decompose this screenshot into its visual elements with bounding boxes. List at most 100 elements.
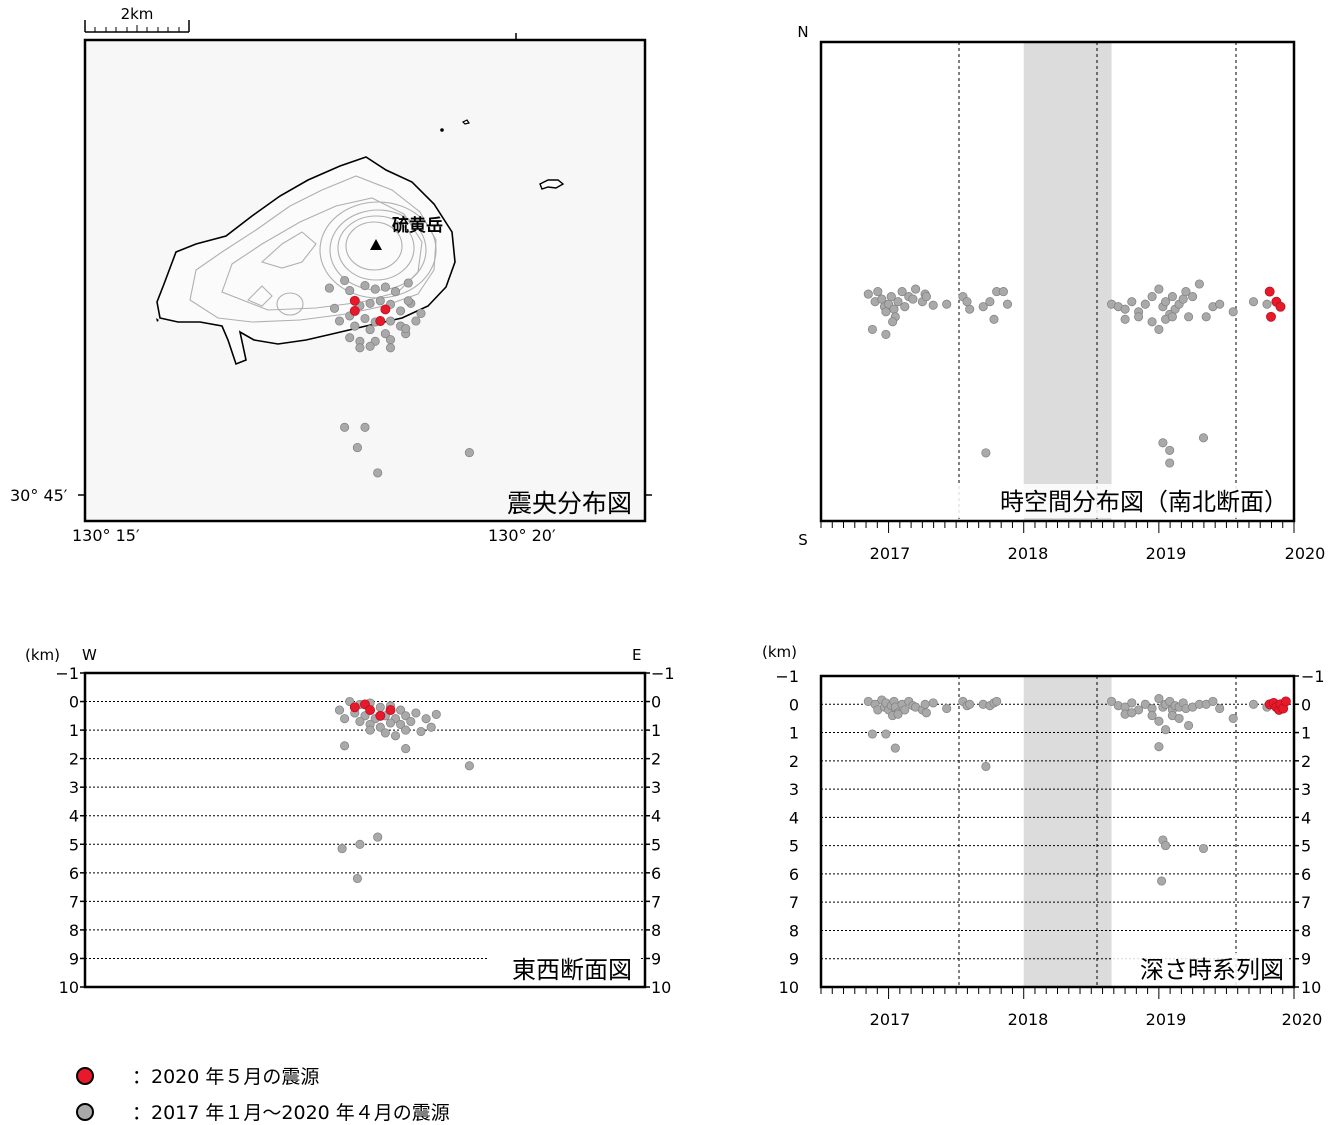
shaded-period <box>1023 42 1112 521</box>
hypocenter-2017-2020 <box>1134 312 1144 322</box>
hypocenter-2017-2020 <box>385 343 396 353</box>
hypocenter-2017-2020 <box>1201 312 1211 322</box>
hypocenter-2017-2020 <box>1154 716 1164 726</box>
depth-tick-label: 7 <box>789 893 799 912</box>
hypocenter-2017-2020 <box>352 873 362 884</box>
hypocenter-2017-2020 <box>340 275 350 286</box>
hypocenter-2017-2020 <box>329 303 340 313</box>
hypocenter-2017-2020 <box>365 298 375 308</box>
hypocenter-2017-2020 <box>360 281 370 291</box>
hypocenter-2017-2020 <box>396 705 406 715</box>
depth-time-hypocenters <box>863 694 1291 886</box>
hypocenter-2017-2020 <box>345 286 355 296</box>
hypocenter-2017-2020 <box>1184 312 1194 322</box>
depth-tick-label: 9 <box>1301 950 1311 969</box>
time-axis-ticks <box>820 987 1295 999</box>
depth-tick-label: 4 <box>651 807 661 826</box>
hypocenter-2017-2020 <box>1198 843 1209 854</box>
ew-section-panel: −1 −1 0 0 1 1 2 2 3 3 4 4 5 5 6 6 7 7 8 8 9 9 10 10 (km) W E 東西… <box>25 646 675 997</box>
legend-text: ：2017 年１月～2020 年４月の震源 <box>132 1102 450 1124</box>
islet <box>539 179 565 190</box>
hypocenter-2017-2020 <box>1188 292 1198 302</box>
hypocenter-2017-2020 <box>992 696 1002 706</box>
depth-axis-labels: −1 −1 0 0 1 1 2 2 3 3 4 4 5 5 6 6 7 7 8 8 9 9 10 10 <box>55 664 674 997</box>
hypocenter-2017-2020 <box>365 725 375 735</box>
hypocenter-2017-2020 <box>911 284 921 294</box>
ns-time-panel-title: 時空間分布図（南北断面） <box>1000 488 1288 516</box>
hypocenter-may-2020 <box>1275 301 1286 312</box>
hypocenter-2017-2020 <box>1161 297 1171 307</box>
hypocenter-2017-2020 <box>352 443 362 453</box>
unit-label: (km) <box>25 646 60 664</box>
hypocenter-2017-2020 <box>385 316 396 326</box>
islet <box>156 318 159 322</box>
depth-gridlines <box>821 703 1294 960</box>
hypocenter-2017-2020 <box>365 341 375 351</box>
depth-axis-labels: −1 −1 0 0 1 1 2 2 3 3 4 4 5 5 6 6 7 7 8 8 9 9 10 10 <box>775 667 1324 997</box>
scale-bar: 2km <box>84 5 190 33</box>
hypocenter-2017-2020 <box>873 287 883 297</box>
hypocenter-2017-2020 <box>464 448 474 458</box>
hypocenter-2017-2020 <box>1127 297 1137 307</box>
hypocenter-2017-2020 <box>401 324 411 334</box>
hypocenter-2017-2020 <box>881 329 891 339</box>
hypocenter-2017-2020 <box>962 297 972 307</box>
hypocenter-may-2020 <box>375 710 386 721</box>
year-divider-lines <box>958 42 1237 521</box>
year-tick-label: 2020 <box>1285 544 1326 563</box>
hypocenter-2017-2020 <box>355 839 365 849</box>
depth-tick-label: 6 <box>1301 865 1311 884</box>
hypocenter-may-2020 <box>365 705 376 716</box>
depth-tick-label: 6 <box>789 865 799 884</box>
hypocenter-may-2020 <box>1266 311 1276 322</box>
hypocenter-2017-2020 <box>881 729 891 739</box>
hypocenter-2017-2020 <box>1198 433 1209 443</box>
east-label: E <box>632 646 641 664</box>
hypocenter-2017-2020 <box>998 287 1008 297</box>
depth-tick-label: 4 <box>1301 808 1311 827</box>
hypocenter-2017-2020 <box>908 294 918 304</box>
depth-tick-label: 8 <box>789 921 799 940</box>
hypocenter-2017-2020 <box>373 468 383 478</box>
scale-label: 2km <box>121 5 154 23</box>
hypocenter-2017-2020 <box>350 321 360 331</box>
ew-section-panel-title: 東西断面図 <box>512 956 632 984</box>
depth-tick-label: 3 <box>69 778 79 797</box>
map-epicenters <box>324 275 474 478</box>
year-tick-label: 2017 <box>870 544 911 563</box>
depth-time-panel-title: 深さ時系列図 <box>1140 956 1284 984</box>
depth-tick-label: 0 <box>651 693 661 712</box>
hypocenter-2017-2020 <box>411 708 421 718</box>
depth-tick-label: 3 <box>789 780 799 799</box>
depth-tick-label: 5 <box>69 835 79 854</box>
hypocenter-2017-2020 <box>1147 292 1157 302</box>
depth-gridlines <box>85 701 645 959</box>
hypocenter-2017-2020 <box>900 302 910 312</box>
hypocenter-2017-2020 <box>928 698 938 708</box>
hypocenter-2017-2020 <box>370 284 380 294</box>
hypocenter-2017-2020 <box>1147 711 1157 721</box>
depth-tick-label: 6 <box>69 864 79 883</box>
hypocenter-2017-2020 <box>360 313 370 324</box>
depth-tick-label: 5 <box>1301 837 1311 856</box>
west-label: W <box>82 646 97 664</box>
year-divider-lines <box>958 676 1237 987</box>
hypocenter-2017-2020 <box>1157 876 1167 886</box>
hypocenter-2017-2020 <box>921 292 931 302</box>
hypocenter-2017-2020 <box>390 731 401 741</box>
hypocenter-2017-2020 <box>920 699 930 709</box>
hypocenter-2017-2020 <box>867 729 877 739</box>
hypocenter-2017-2020 <box>340 422 350 432</box>
hypocenter-2017-2020 <box>385 335 396 345</box>
hypocenter-may-2020 <box>385 705 396 716</box>
red-dot-icon <box>76 1066 94 1085</box>
hypocenter-2017-2020 <box>1208 696 1218 706</box>
hypocenter-2017-2020 <box>965 699 975 709</box>
epicenter-map-panel: 2km 硫黄岳 <box>10 5 652 545</box>
hypocenter-2017-2020 <box>1147 317 1157 327</box>
hypocenter-2017-2020 <box>375 296 385 306</box>
hypocenter-2017-2020 <box>1228 713 1238 723</box>
hypocenter-2017-2020 <box>340 714 350 724</box>
ns-time-hypocenters <box>863 279 1286 468</box>
